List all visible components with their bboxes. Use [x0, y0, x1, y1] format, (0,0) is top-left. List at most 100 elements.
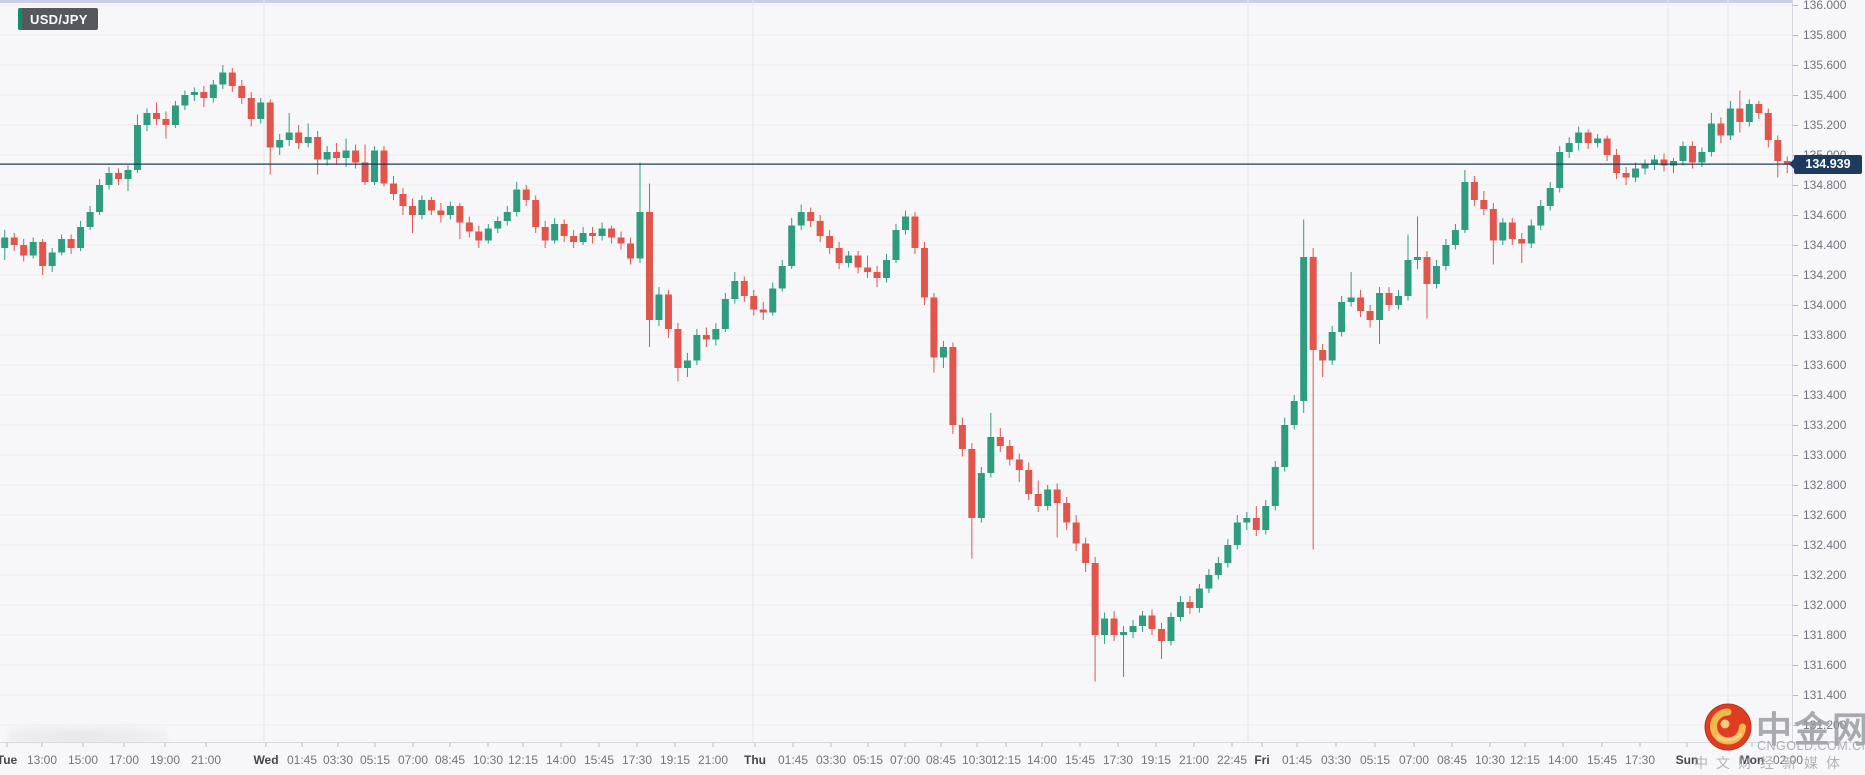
- candle-up: [1300, 257, 1308, 401]
- time-tick-label: 19:15: [1140, 753, 1172, 767]
- candle-up: [655, 294, 663, 320]
- candle-up: [484, 228, 492, 241]
- candle-up: [1698, 152, 1706, 163]
- candle-down: [456, 206, 464, 223]
- candle-down: [1357, 297, 1365, 311]
- price-axis[interactable]: 136.000135.800135.600135.400135.200135.0…: [1792, 0, 1865, 742]
- candle-up: [901, 216, 909, 230]
- candle-up: [124, 170, 132, 179]
- candle-up: [494, 221, 502, 229]
- candle-up: [1167, 617, 1175, 641]
- candle-down: [437, 210, 445, 215]
- candle-down: [873, 272, 881, 278]
- time-axis-tick-mark: [412, 743, 414, 747]
- candle-down: [1063, 503, 1071, 523]
- candle-down: [968, 449, 976, 518]
- candle-down: [911, 216, 919, 248]
- candle-up: [1395, 296, 1403, 305]
- time-axis-tick-mark: [337, 743, 339, 747]
- candle-up: [209, 84, 217, 98]
- candle-up: [133, 125, 141, 170]
- candle-up: [1651, 159, 1659, 164]
- candlestick-chart-canvas[interactable]: [0, 0, 1792, 742]
- candle-down: [664, 294, 672, 329]
- time-axis-tick-mark: [6, 743, 8, 747]
- candle-up: [1537, 206, 1545, 226]
- candle-up: [1101, 618, 1109, 635]
- symbol-badge[interactable]: USD/JPY: [18, 8, 98, 30]
- time-axis-tick-mark: [1117, 743, 1119, 747]
- candle-up: [190, 92, 198, 95]
- candle-down: [522, 189, 530, 200]
- candle-up: [48, 252, 56, 266]
- time-axis[interactable]: Tue 13:00 15:00 17:00 19:00 21:00 Wed 01:45 03:3…: [0, 742, 1865, 775]
- candle-down: [1717, 123, 1725, 136]
- candle-up: [845, 255, 853, 263]
- candle-up: [1, 237, 9, 248]
- time-axis-tick-mark: [1231, 743, 1233, 747]
- time-axis-tick-mark: [1079, 743, 1081, 747]
- time-axis-tick-mark: [1041, 743, 1043, 747]
- price-tick-label: 131.800: [1803, 628, 1847, 642]
- time-day-label: Tue: [0, 753, 18, 767]
- price-axis-tick-mark: [1793, 725, 1798, 726]
- time-tick-label: 15:45: [583, 753, 615, 767]
- time-axis-tick-mark: [1751, 743, 1753, 747]
- candle-down: [427, 200, 435, 211]
- price-tick-label: 134.400: [1803, 238, 1847, 252]
- candle-up: [1461, 182, 1469, 230]
- time-axis-tick-mark: [754, 743, 756, 747]
- candle-up: [1546, 188, 1554, 206]
- price-tick-label: 134.600: [1803, 208, 1847, 222]
- candle-up: [769, 288, 777, 313]
- time-axis-tick-mark: [1193, 743, 1195, 747]
- candle-down: [1157, 629, 1165, 641]
- candle-up: [323, 152, 331, 160]
- candle-up: [712, 329, 720, 340]
- candle-down: [930, 297, 938, 358]
- time-axis-tick-mark: [205, 743, 207, 747]
- candle-up: [171, 105, 179, 125]
- time-day-label: Thu: [744, 753, 766, 767]
- candle-down: [996, 437, 1004, 446]
- price-axis-tick-mark: [1793, 185, 1798, 186]
- time-day-label: Fri: [1254, 753, 1270, 767]
- time-axis-tick-mark: [867, 743, 869, 747]
- last-price-badge: 134.939: [1794, 154, 1862, 174]
- price-axis-tick-mark: [1793, 395, 1798, 396]
- candle-up: [788, 225, 796, 266]
- candle-up: [276, 140, 284, 148]
- candle-down: [162, 119, 170, 125]
- time-axis-tick-mark: [830, 743, 832, 747]
- time-tick-label: 07:00: [889, 753, 921, 767]
- candle-down: [1025, 470, 1033, 494]
- candle-up: [1281, 425, 1289, 467]
- time-axis-tick-mark: [940, 743, 942, 747]
- candle-down: [532, 200, 540, 227]
- candle-up: [797, 212, 805, 226]
- time-axis-tick-mark: [1639, 743, 1641, 747]
- candle-up: [892, 230, 900, 260]
- time-tick-label: 19:00: [149, 753, 181, 767]
- time-axis-tick-mark: [1489, 743, 1491, 747]
- price-tick-label: 133.600: [1803, 358, 1847, 372]
- time-day-label: Wed: [253, 753, 279, 767]
- time-tick-label: 22:45: [1216, 753, 1248, 767]
- time-axis-tick-mark: [1524, 743, 1526, 747]
- price-tick-label: 133.400: [1803, 388, 1847, 402]
- candle-up: [883, 260, 891, 278]
- time-tick-label: 14:00: [1026, 753, 1058, 767]
- candle-up: [1195, 588, 1203, 608]
- time-axis-tick-mark: [374, 743, 376, 747]
- time-axis-tick-mark: [1261, 743, 1263, 747]
- price-tick-label: 131.600: [1803, 658, 1847, 672]
- candle-down: [1072, 522, 1080, 544]
- candle-down: [1774, 140, 1782, 161]
- time-tick-label: 15:45: [1064, 753, 1096, 767]
- candle-up: [446, 206, 454, 215]
- price-axis-tick-mark: [1793, 515, 1798, 516]
- candle-up: [77, 227, 85, 248]
- candle-down: [1006, 446, 1014, 460]
- candle-up: [29, 242, 37, 256]
